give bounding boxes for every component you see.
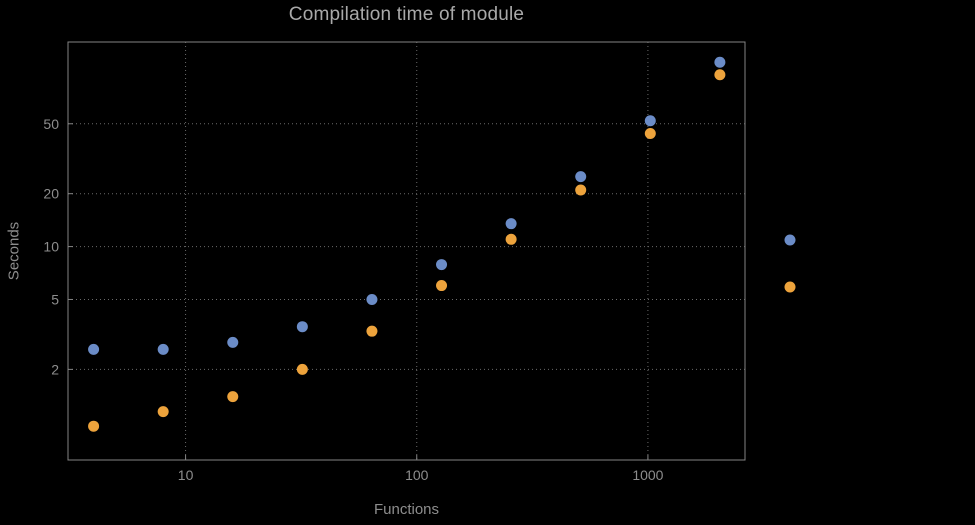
y-tick-label: 50: [43, 116, 59, 132]
data-point-blue-series: [644, 115, 656, 127]
legend-marker-blue-series: [784, 234, 796, 246]
y-tick-label: 2: [51, 361, 59, 377]
data-point-orange-series: [714, 69, 726, 81]
data-point-blue-series: [714, 56, 726, 68]
data-point-blue-series: [88, 343, 100, 355]
data-point-blue-series: [227, 336, 239, 348]
data-point-orange-series: [296, 363, 308, 375]
plot-frame: [67, 41, 746, 461]
data-point-orange-series: [436, 280, 448, 292]
legend-marker-orange-series: [784, 281, 796, 293]
data-point-orange-series: [157, 406, 169, 418]
data-point-orange-series: [575, 184, 587, 196]
data-point-orange-series: [227, 391, 239, 403]
x-tick-label: 100: [405, 467, 429, 483]
chart-title: Compilation time of module: [288, 4, 525, 25]
data-point-blue-series: [366, 293, 378, 305]
data-point-blue-series: [296, 321, 308, 333]
y-tick-label: 20: [43, 186, 59, 202]
x-tick-label: 10: [178, 467, 194, 483]
data-point-orange-series: [88, 420, 100, 432]
x-axis-label: Functions: [373, 501, 440, 518]
data-point-blue-series: [575, 171, 587, 183]
data-point-orange-series: [505, 233, 517, 245]
data-point-blue-series: [157, 343, 169, 355]
y-tick-label: 5: [51, 291, 59, 307]
data-point-orange-series: [366, 325, 378, 337]
x-tick-label: 1000: [632, 467, 663, 483]
data-point-orange-series: [644, 128, 656, 140]
data-point-blue-series: [436, 259, 448, 271]
data-point-blue-series: [505, 218, 517, 230]
y-tick-label: 10: [43, 239, 59, 255]
